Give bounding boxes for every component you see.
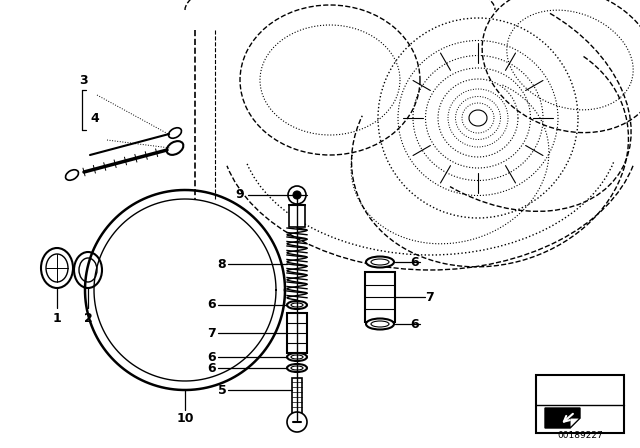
- Circle shape: [287, 412, 307, 432]
- Text: 6: 6: [208, 362, 216, 375]
- Text: 5: 5: [218, 383, 227, 396]
- Text: 6: 6: [208, 297, 216, 310]
- Bar: [292, 378, 302, 413]
- Text: 2: 2: [84, 311, 92, 324]
- Text: 3: 3: [79, 73, 87, 86]
- Bar: [365, 272, 395, 322]
- Bar: [289, 205, 305, 227]
- Ellipse shape: [287, 301, 307, 309]
- Ellipse shape: [41, 248, 73, 288]
- Circle shape: [288, 186, 306, 204]
- Circle shape: [293, 191, 301, 199]
- Ellipse shape: [65, 170, 79, 180]
- Text: 8: 8: [218, 258, 227, 271]
- Text: 7: 7: [207, 327, 216, 340]
- Bar: [287, 313, 307, 353]
- Text: 6: 6: [208, 350, 216, 363]
- Text: 6: 6: [411, 318, 419, 331]
- Ellipse shape: [366, 319, 394, 329]
- Ellipse shape: [291, 303, 303, 307]
- Polygon shape: [570, 418, 580, 428]
- Text: 6: 6: [411, 255, 419, 268]
- Text: 10: 10: [176, 412, 194, 425]
- Text: 4: 4: [91, 112, 99, 125]
- Ellipse shape: [79, 258, 97, 282]
- Polygon shape: [545, 408, 580, 428]
- Ellipse shape: [291, 355, 303, 359]
- Text: 00189227: 00189227: [557, 431, 603, 439]
- Text: 9: 9: [236, 188, 244, 201]
- Ellipse shape: [74, 252, 102, 288]
- Ellipse shape: [371, 321, 389, 327]
- Text: 7: 7: [426, 290, 435, 303]
- Ellipse shape: [371, 259, 389, 265]
- Ellipse shape: [366, 257, 394, 267]
- Ellipse shape: [291, 366, 303, 370]
- Ellipse shape: [287, 364, 307, 372]
- Text: 1: 1: [52, 311, 61, 324]
- Ellipse shape: [46, 254, 68, 282]
- Ellipse shape: [168, 128, 182, 138]
- Ellipse shape: [287, 353, 307, 361]
- Ellipse shape: [166, 141, 183, 155]
- Bar: [536, 375, 624, 433]
